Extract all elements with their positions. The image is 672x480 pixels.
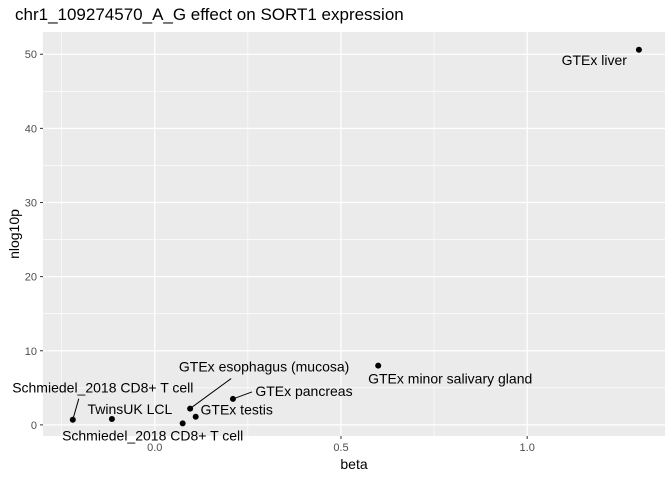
- point-label: TwinsUK LCL: [87, 401, 172, 417]
- y-tick-label: 50: [25, 49, 37, 61]
- data-point: [69, 416, 76, 423]
- plot-panel: [43, 32, 665, 436]
- label-leader-line: [232, 391, 253, 400]
- data-point: [108, 415, 115, 422]
- point-label: Schmiedel_2018 CD8+ T cell: [62, 427, 243, 443]
- x-axis-ticks: 0.0 0.5 1.0: [147, 436, 535, 454]
- y-tick-label: 0: [31, 420, 37, 432]
- data-points: [69, 46, 642, 427]
- label-leader-lines: [72, 378, 253, 420]
- data-point: [375, 362, 382, 369]
- data-point: [187, 405, 194, 412]
- point-label: GTEx esophagus (mucosa): [179, 359, 349, 375]
- point-label: GTEx testis: [201, 402, 273, 418]
- label-leader-line: [72, 398, 80, 420]
- label-leader-line: [189, 378, 232, 409]
- point-labels: Schmiedel_2018 CD8+ T cell TwinsUK LCL Sch…: [12, 52, 627, 444]
- point-label: GTEx minor salivary gland: [368, 371, 532, 387]
- y-axis-title: nlog10p: [6, 209, 22, 259]
- data-point: [635, 46, 642, 53]
- y-tick-label: 30: [25, 197, 37, 209]
- y-tick-label: 20: [25, 272, 37, 284]
- data-point: [192, 413, 199, 420]
- chart-title: chr1_109274570_A_G effect on SORT1 expre…: [15, 5, 404, 24]
- x-tick-label: 0.0: [147, 442, 162, 454]
- y-tick-label: 40: [25, 123, 37, 135]
- x-tick-label: 1.0: [520, 442, 535, 454]
- data-point: [179, 420, 186, 427]
- y-tick-label: 10: [25, 346, 37, 358]
- y-axis-ticks: 0 10 20 30 40 50: [25, 49, 43, 432]
- point-label: GTEx liver: [562, 52, 628, 68]
- point-label: GTEx pancreas: [255, 383, 352, 399]
- x-tick-label: 0.5: [333, 442, 348, 454]
- data-point: [229, 395, 236, 402]
- gridlines: [43, 32, 665, 436]
- x-axis-title: beta: [340, 456, 367, 472]
- point-label: Schmiedel_2018 CD8+ T cell: [12, 380, 193, 396]
